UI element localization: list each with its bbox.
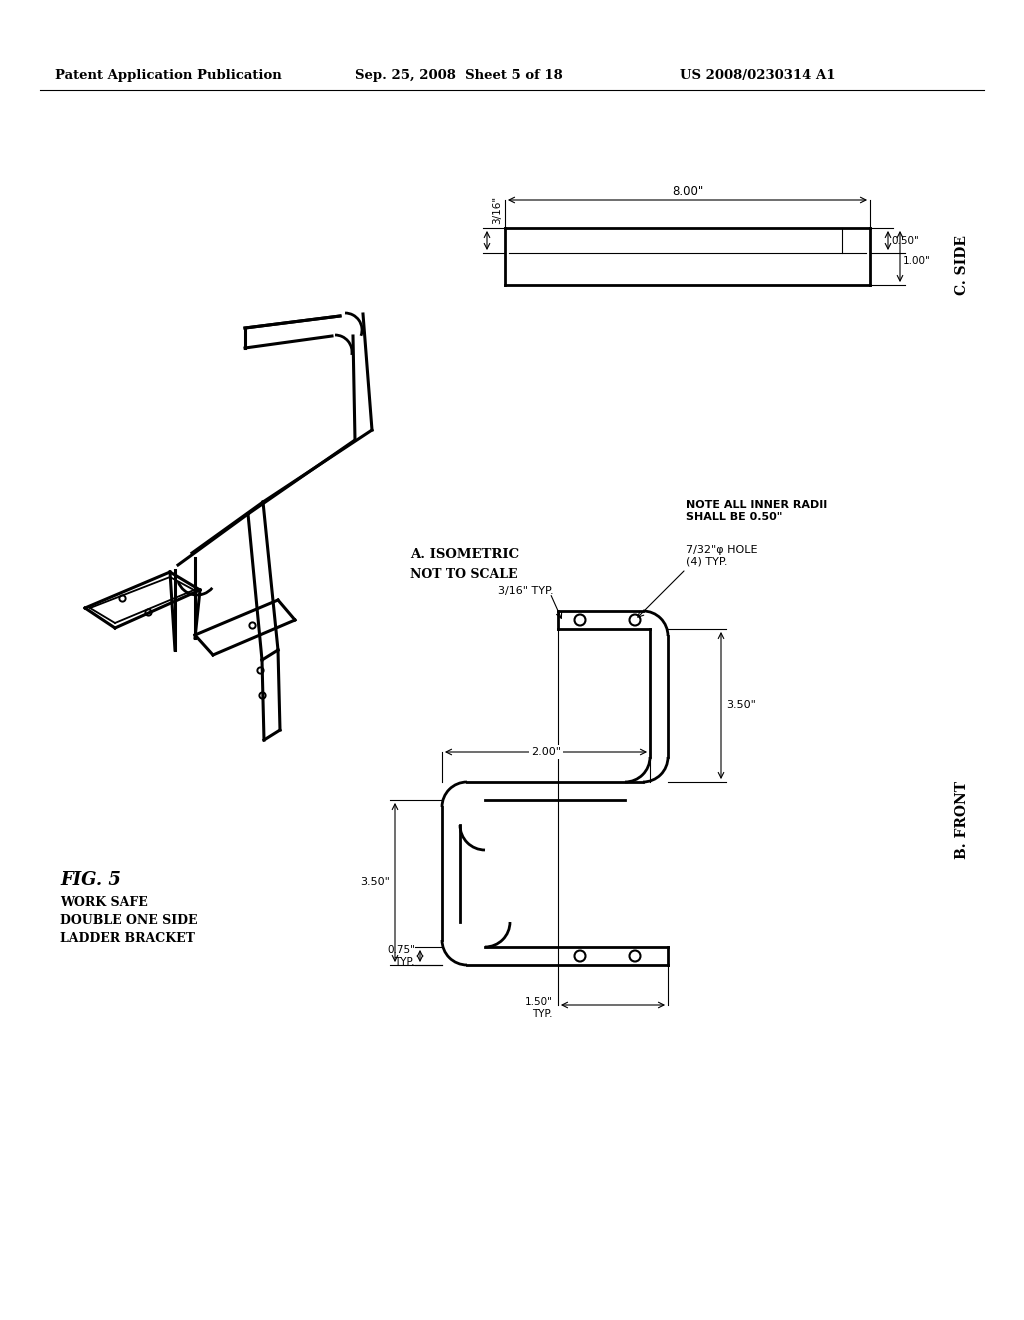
Text: WORK SAFE: WORK SAFE (60, 896, 147, 909)
Text: Patent Application Publication: Patent Application Publication (55, 69, 282, 82)
Text: 3/16": 3/16" (492, 195, 502, 224)
Text: LADDER BRACKET: LADDER BRACKET (60, 932, 195, 945)
Text: 0.75"
TYP.: 0.75" TYP. (387, 945, 415, 966)
Text: A. ISOMETRIC: A. ISOMETRIC (410, 549, 519, 561)
Text: 3/16" TYP.: 3/16" TYP. (498, 586, 554, 597)
Text: US 2008/0230314 A1: US 2008/0230314 A1 (680, 69, 836, 82)
Text: NOTE ALL INNER RADII
SHALL BE 0.50": NOTE ALL INNER RADII SHALL BE 0.50" (686, 500, 827, 521)
Text: 8.00": 8.00" (672, 185, 703, 198)
Text: 0.50": 0.50" (891, 235, 919, 246)
Text: 7/32"φ HOLE
(4) TYP.: 7/32"φ HOLE (4) TYP. (686, 545, 758, 566)
Text: DOUBLE ONE SIDE: DOUBLE ONE SIDE (60, 915, 198, 928)
Text: 3.50": 3.50" (360, 876, 390, 887)
Text: FIG. 5: FIG. 5 (60, 871, 121, 888)
Text: 1.00": 1.00" (903, 256, 931, 267)
Text: Sep. 25, 2008  Sheet 5 of 18: Sep. 25, 2008 Sheet 5 of 18 (355, 69, 563, 82)
Text: 3.50": 3.50" (726, 700, 756, 710)
Text: 1.50"
TYP.: 1.50" TYP. (525, 997, 553, 1019)
Text: C. SIDE: C. SIDE (955, 235, 969, 294)
Text: NOT TO SCALE: NOT TO SCALE (410, 569, 517, 582)
Text: B. FRONT: B. FRONT (955, 781, 969, 859)
Text: 2.00": 2.00" (531, 747, 561, 756)
